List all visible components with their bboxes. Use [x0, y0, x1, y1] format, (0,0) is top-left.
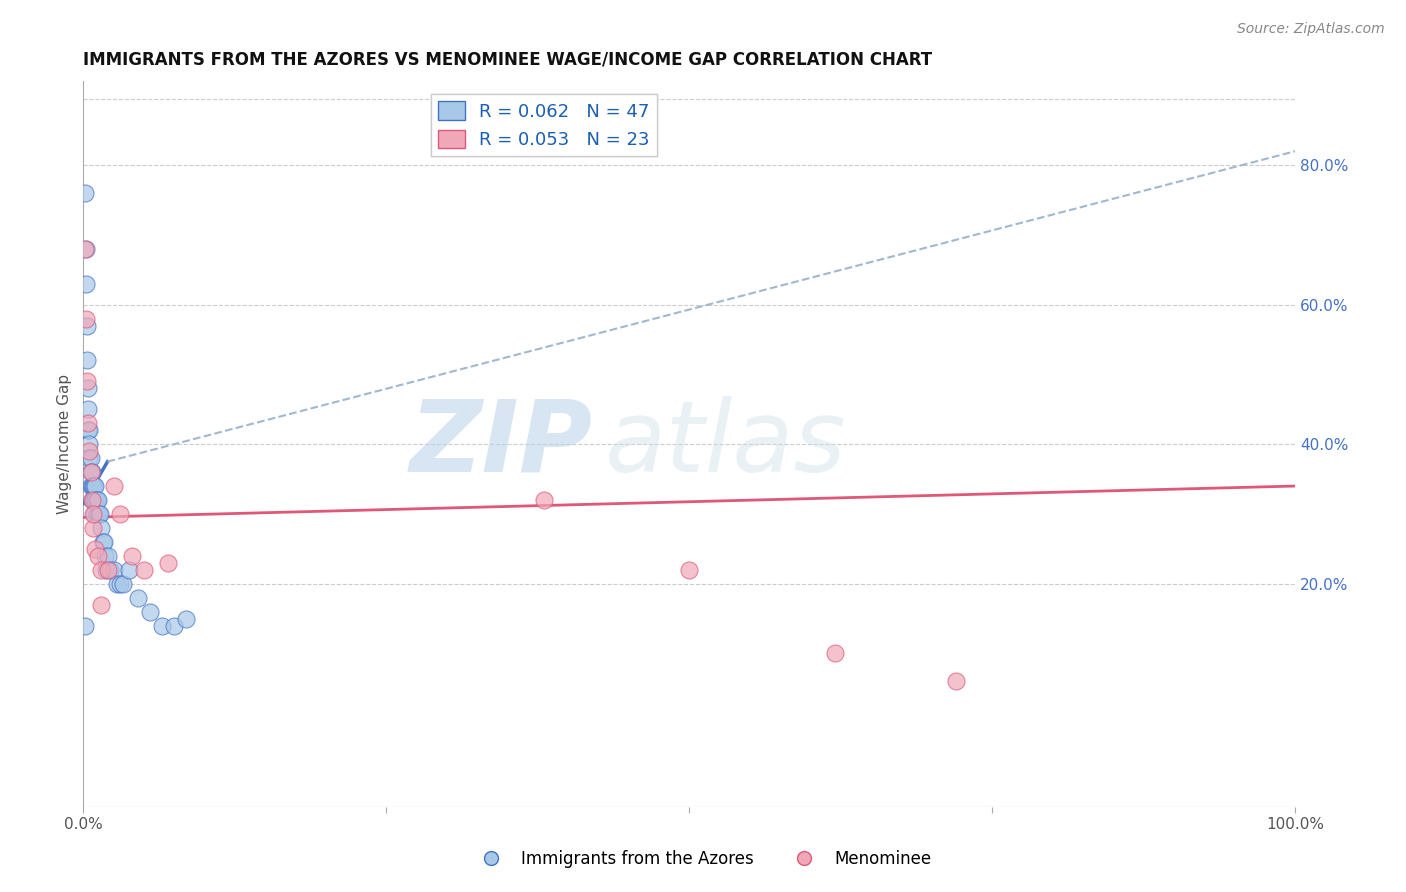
Point — [77, 381, 100, 395]
Point — [76, 318, 98, 333]
Point — [824, 647, 846, 661]
Point — [76, 353, 98, 368]
Point — [127, 591, 149, 605]
Point — [118, 563, 141, 577]
Point — [84, 493, 107, 508]
Point — [73, 618, 96, 632]
Point — [89, 507, 111, 521]
Point — [83, 479, 105, 493]
Point — [139, 605, 162, 619]
Point — [176, 611, 198, 625]
Point — [79, 444, 101, 458]
Point — [84, 479, 107, 493]
Y-axis label: Wage/Income Gap: Wage/Income Gap — [58, 374, 72, 514]
Point — [80, 493, 103, 508]
Point — [84, 541, 107, 556]
Point — [150, 618, 173, 632]
Point — [80, 465, 103, 479]
Point — [93, 534, 115, 549]
Point — [98, 563, 121, 577]
Point — [79, 465, 101, 479]
Point — [103, 563, 125, 577]
Point — [75, 277, 97, 291]
Point — [75, 311, 97, 326]
Point — [678, 563, 700, 577]
Point — [82, 479, 104, 493]
Text: atlas: atlas — [605, 396, 846, 492]
Point — [96, 549, 118, 563]
Point — [163, 618, 186, 632]
Point — [83, 507, 105, 521]
Point — [79, 465, 101, 479]
Point — [108, 576, 131, 591]
Point — [76, 375, 98, 389]
Point — [79, 437, 101, 451]
Point — [157, 556, 180, 570]
Point — [132, 563, 155, 577]
Point — [77, 402, 100, 417]
Point — [112, 576, 135, 591]
Point — [82, 507, 104, 521]
Text: Source: ZipAtlas.com: Source: ZipAtlas.com — [1237, 22, 1385, 37]
Point — [945, 674, 967, 689]
Point — [86, 507, 108, 521]
Point — [83, 493, 105, 508]
Point — [77, 416, 100, 430]
Point — [94, 549, 117, 563]
Point — [87, 507, 110, 521]
Point — [90, 563, 112, 577]
Point — [82, 493, 104, 508]
Legend: Immigrants from the Azores, Menominee: Immigrants from the Azores, Menominee — [468, 844, 938, 875]
Point — [79, 423, 101, 437]
Point — [80, 493, 103, 508]
Point — [90, 521, 112, 535]
Point — [96, 563, 118, 577]
Point — [82, 521, 104, 535]
Point — [533, 493, 555, 508]
Point — [73, 242, 96, 256]
Point — [96, 563, 118, 577]
Point — [105, 576, 128, 591]
Point — [79, 451, 101, 466]
Point — [75, 242, 97, 256]
Point — [86, 493, 108, 508]
Point — [79, 451, 101, 466]
Legend: R = 0.062   N = 47, R = 0.053   N = 23: R = 0.062 N = 47, R = 0.053 N = 23 — [430, 94, 657, 156]
Point — [87, 549, 110, 563]
Point — [87, 493, 110, 508]
Point — [108, 507, 131, 521]
Point — [80, 479, 103, 493]
Point — [73, 186, 96, 200]
Point — [77, 423, 100, 437]
Text: ZIP: ZIP — [409, 396, 592, 492]
Point — [103, 479, 125, 493]
Point — [91, 534, 114, 549]
Point — [90, 598, 112, 612]
Point — [79, 479, 101, 493]
Point — [121, 549, 143, 563]
Text: IMMIGRANTS FROM THE AZORES VS MENOMINEE WAGE/INCOME GAP CORRELATION CHART: IMMIGRANTS FROM THE AZORES VS MENOMINEE … — [83, 51, 932, 69]
